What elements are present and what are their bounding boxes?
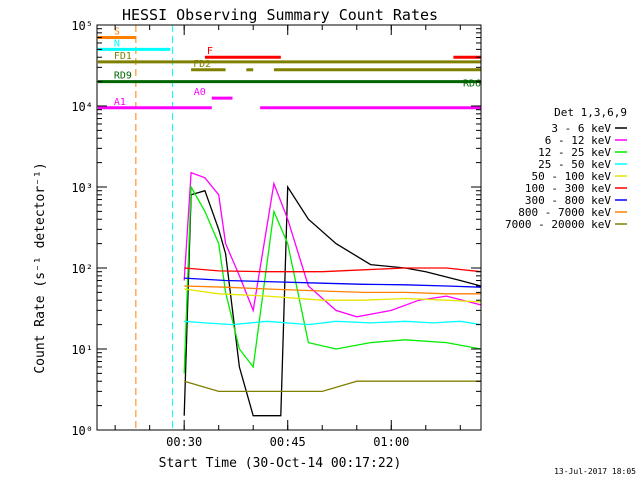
- state-label-6: RD6: [463, 78, 481, 89]
- legend-label-4: 50 - 100 keV: [532, 170, 612, 183]
- legend-label-5: 100 - 300 keV: [525, 182, 611, 195]
- state-label-2: F: [207, 46, 213, 57]
- series-line-4: [184, 288, 481, 304]
- series-line-8: [184, 380, 481, 393]
- legend-header: Det 1,3,6,9: [554, 106, 627, 119]
- y-tick-label-2: 10²: [71, 262, 93, 276]
- state-label-5: RD9: [114, 71, 132, 82]
- y-tick-label-1: 10¹: [71, 343, 93, 357]
- y-tick-label-0: 10⁰: [71, 424, 93, 438]
- legend-label-1: 6 - 12 keV: [545, 134, 612, 147]
- series-line-3: [184, 320, 481, 327]
- x-tick-label-2: 01:00: [373, 435, 409, 449]
- state-label-3: FD1: [114, 51, 132, 62]
- state-label-0: S: [114, 27, 120, 38]
- y-tick-label-5: 10⁵: [71, 19, 93, 33]
- x-tick-label-0: 00:30: [166, 435, 202, 449]
- axes-frame: [96, 24, 482, 431]
- y-tick-label-4: 10⁴: [71, 100, 93, 114]
- y-tick-label-3: 10³: [71, 181, 93, 195]
- state-label-1: N: [114, 38, 120, 49]
- legend-label-0: 3 - 6 keV: [551, 122, 611, 135]
- x-tick-label-1: 00:45: [270, 435, 306, 449]
- series-line-7: [184, 285, 481, 295]
- series-line-5: [184, 267, 481, 274]
- series-line-6: [184, 277, 481, 288]
- timestamp-footer: 13-Jul-2017 18:05: [554, 467, 636, 476]
- legend-label-7: 800 - 7000 keV: [518, 206, 611, 219]
- legend-label-3: 25 - 50 keV: [538, 158, 611, 171]
- legend-label-2: 12 - 25 keV: [538, 146, 611, 159]
- series-line-1: [183, 171, 481, 318]
- legend-label-8: 7000 - 20000 keV: [505, 218, 611, 231]
- x-axis-label: Start Time (30-Oct-14 00:17:22): [159, 456, 402, 471]
- plot-area: SNFFD1FD2RD9RD6A0A1A310⁰10¹10²10³10⁴10⁵0…: [71, 19, 482, 449]
- state-label-7: A0: [194, 87, 206, 98]
- chart-title: HESSI Observing Summary Count Rates: [122, 6, 438, 24]
- state-label-8: A1: [114, 97, 126, 108]
- state-label-4: FD2: [193, 59, 211, 70]
- series-line-2: [183, 184, 481, 374]
- y-axis-label: Count Rate (s⁻¹ detector⁻¹): [33, 162, 48, 373]
- legend-label-6: 300 - 800 keV: [525, 194, 611, 207]
